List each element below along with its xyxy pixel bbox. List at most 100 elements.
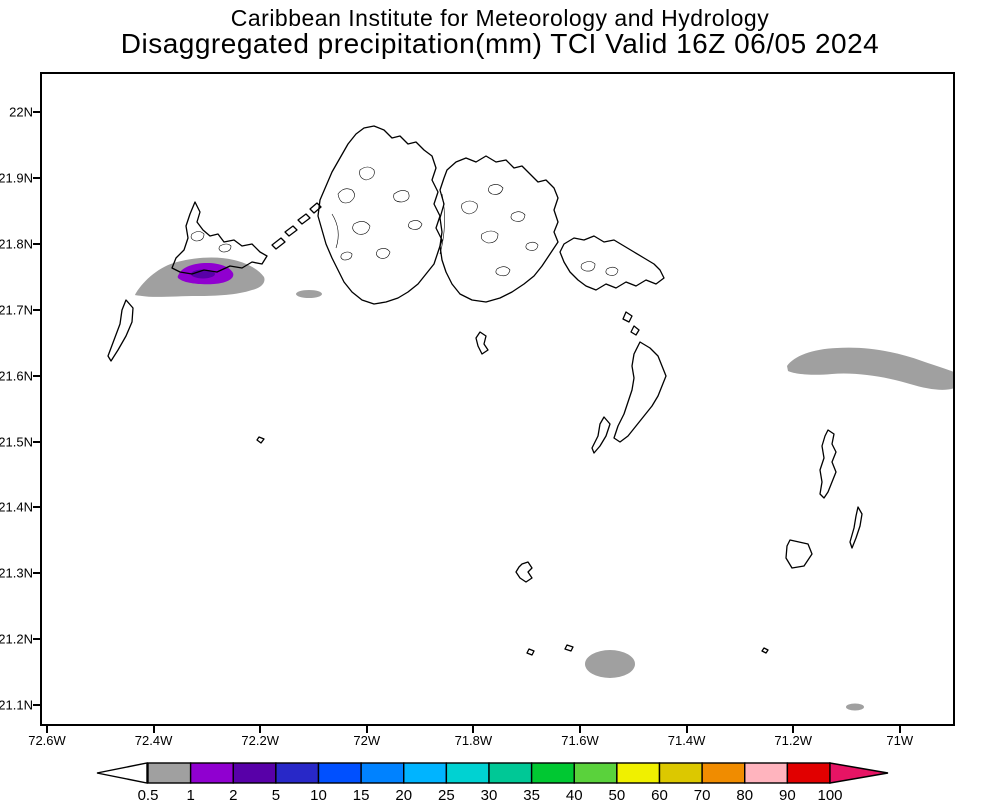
colorbar-seg-80 bbox=[744, 762, 789, 784]
lat-tick bbox=[33, 572, 40, 575]
colorbar-seg-2 bbox=[232, 762, 277, 784]
island-dot-west bbox=[256, 436, 265, 444]
lat-label-21.4N: 21.4N bbox=[0, 499, 33, 515]
lat-label-21.8N: 21.8N bbox=[0, 236, 33, 252]
island-fish-cays bbox=[515, 561, 533, 583]
lat-label-21.2N: 21.2N bbox=[0, 631, 33, 647]
lat-tick bbox=[33, 638, 40, 641]
lon-tick bbox=[46, 726, 48, 733]
island-long-cay bbox=[591, 416, 611, 454]
island-west-caicos bbox=[107, 299, 134, 362]
island-southeast-cays bbox=[622, 311, 640, 336]
colorbar-label-60: 60 bbox=[651, 787, 668, 800]
lon-tick bbox=[685, 726, 688, 733]
colorbar-seg-1 bbox=[189, 762, 234, 784]
colorbar-label-1: 1 bbox=[186, 787, 195, 800]
island-north-caicos bbox=[317, 125, 443, 305]
island-grand-turk bbox=[819, 429, 837, 499]
lat-tick bbox=[33, 176, 40, 179]
lon-label-72.2W: 72.2W bbox=[241, 733, 279, 748]
colorbar-label-25: 25 bbox=[438, 787, 455, 800]
colorbar-label-40: 40 bbox=[565, 787, 583, 800]
colorbar-label-10: 10 bbox=[310, 787, 327, 800]
colorbar-label-50: 50 bbox=[608, 787, 626, 800]
lon-label-71W: 71W bbox=[886, 733, 914, 748]
colorbar-label-70: 70 bbox=[693, 787, 711, 800]
lon-tick bbox=[259, 726, 262, 733]
colorbar-left-arrow bbox=[96, 762, 148, 784]
interior-detail bbox=[190, 166, 619, 277]
colorbar-seg-70 bbox=[701, 762, 746, 784]
coastlines bbox=[107, 125, 863, 656]
lon-label-71.8W: 71.8W bbox=[454, 733, 493, 748]
island-south-caicos bbox=[613, 341, 667, 443]
island-east-caicos bbox=[559, 235, 665, 291]
lon-tick bbox=[472, 726, 475, 733]
colorbar-seg-40 bbox=[573, 762, 618, 784]
precip-shading bbox=[135, 257, 953, 711]
lon-label-72W: 72W bbox=[353, 733, 381, 748]
lon-tick bbox=[792, 726, 795, 733]
island-grand-turk-cays bbox=[849, 506, 863, 549]
lat-label-22N: 22N bbox=[9, 104, 33, 120]
island-plandon-cay bbox=[475, 331, 489, 355]
lon-label-71.2W: 71.2W bbox=[774, 733, 812, 748]
lat-label-21.5N: 21.5N bbox=[0, 434, 33, 449]
lat-label-21.1N: 21.1N bbox=[0, 697, 33, 713]
lon-label-71.6W: 71.6W bbox=[561, 733, 599, 748]
lat-label-21.3N: 21.3N bbox=[0, 565, 33, 581]
lat-tick bbox=[33, 440, 40, 443]
lat-tick bbox=[33, 506, 40, 509]
map-frame: 22N 21.9N 21.8N 21.7N 21.6N 21.5N 21.4N 21.3N 21… bbox=[0, 72, 955, 748]
precip-gray-tiny-southeast bbox=[846, 703, 864, 711]
lat-tick bbox=[33, 374, 40, 377]
colorbar-label-0.5: 0.5 bbox=[137, 787, 159, 800]
colorbar-seg-15 bbox=[360, 762, 405, 784]
colorbar-seg-90 bbox=[786, 762, 831, 784]
colorbar-seg-20 bbox=[403, 762, 448, 784]
colorbar-seg-50 bbox=[616, 762, 661, 784]
lat-tick bbox=[33, 111, 40, 113]
island-small-cays-south bbox=[526, 644, 769, 656]
lat-tick bbox=[33, 308, 40, 311]
island-middle-caicos bbox=[439, 155, 559, 303]
colorbar-seg-10 bbox=[317, 762, 362, 784]
island-salt-cay bbox=[785, 539, 813, 569]
plot-title: Disaggregated precipitation(mm) TCI Vali… bbox=[120, 28, 880, 59]
lat-tick bbox=[33, 242, 40, 245]
colorbar-label-20: 20 bbox=[395, 787, 413, 800]
island-cay-chain bbox=[271, 202, 322, 250]
colorbar-label-30: 30 bbox=[480, 787, 498, 800]
colorbar-label-2: 2 bbox=[229, 787, 238, 800]
lon-tick bbox=[898, 726, 901, 733]
lon-tick bbox=[365, 726, 368, 733]
colorbar-label-80: 80 bbox=[736, 787, 754, 800]
colorbar-seg-30 bbox=[488, 762, 533, 784]
island-providenciales bbox=[171, 201, 268, 275]
colorbar-label-90: 90 bbox=[779, 787, 796, 800]
lat-label-21.7N: 21.7N bbox=[0, 302, 33, 318]
colorbar-label-100: 100 bbox=[817, 787, 843, 800]
institute-title: Caribbean Institute for Meteorology and … bbox=[230, 5, 770, 31]
lat-label-21.6N: 21.6N bbox=[0, 368, 33, 384]
colorbar-seg-0.5 bbox=[147, 762, 192, 784]
lon-label-71.4W: 71.4W bbox=[667, 733, 706, 748]
lon-tick bbox=[579, 726, 581, 733]
lat-label-21.9N: 21.9N bbox=[0, 170, 33, 186]
lon-tick bbox=[152, 726, 155, 733]
colorbar bbox=[96, 762, 889, 784]
colorbar-label-5: 5 bbox=[271, 787, 281, 800]
precip-gray-speck bbox=[296, 290, 322, 298]
lon-label-72.6W: 72.6W bbox=[28, 733, 66, 748]
colorbar-label-15: 15 bbox=[352, 787, 370, 800]
colorbar-right-arrow bbox=[829, 762, 889, 784]
map-plot bbox=[107, 125, 953, 711]
colorbar-seg-35 bbox=[530, 762, 575, 784]
colorbar-seg-25 bbox=[445, 762, 490, 784]
lon-label-72.4W: 72.4W bbox=[134, 733, 173, 748]
lat-tick bbox=[33, 704, 40, 707]
colorbar-seg-5 bbox=[275, 762, 320, 784]
colorbar-seg-60 bbox=[658, 762, 703, 784]
precip-gray-south-blob bbox=[585, 650, 635, 678]
